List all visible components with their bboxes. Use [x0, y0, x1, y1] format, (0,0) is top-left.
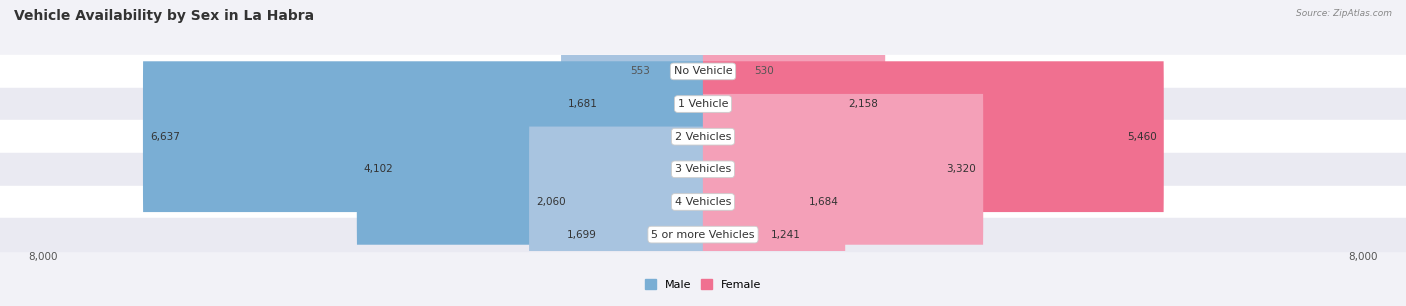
Bar [0, 218, 1406, 251]
Text: Vehicle Availability by Sex in La Habra: Vehicle Availability by Sex in La Habra [14, 9, 314, 23]
FancyBboxPatch shape [703, 159, 808, 306]
Bar [0, 88, 1406, 120]
FancyBboxPatch shape [703, 0, 748, 147]
Bar [0, 153, 1406, 186]
Text: 6,637: 6,637 [150, 132, 180, 142]
Text: 2 Vehicles: 2 Vehicles [675, 132, 731, 142]
Text: 5 or more Vehicles: 5 or more Vehicles [651, 230, 755, 240]
Bar [0, 55, 1406, 88]
Text: 553: 553 [630, 66, 650, 76]
Text: 5,460: 5,460 [1128, 132, 1157, 142]
FancyBboxPatch shape [703, 127, 845, 277]
FancyBboxPatch shape [561, 29, 703, 179]
FancyBboxPatch shape [703, 29, 886, 179]
Text: 2,158: 2,158 [848, 99, 879, 109]
Text: Source: ZipAtlas.com: Source: ZipAtlas.com [1296, 9, 1392, 18]
Text: 530: 530 [755, 66, 775, 76]
FancyBboxPatch shape [703, 94, 983, 245]
Text: 4,102: 4,102 [364, 164, 394, 174]
Text: 8,000: 8,000 [1348, 252, 1378, 262]
Text: 1 Vehicle: 1 Vehicle [678, 99, 728, 109]
Legend: Male, Female: Male, Female [641, 274, 765, 294]
FancyBboxPatch shape [143, 61, 703, 212]
Text: 1,684: 1,684 [808, 197, 838, 207]
Text: 1,241: 1,241 [770, 230, 801, 240]
Text: 1,681: 1,681 [568, 99, 598, 109]
Text: No Vehicle: No Vehicle [673, 66, 733, 76]
Text: 1,699: 1,699 [567, 230, 596, 240]
Text: 3,320: 3,320 [946, 164, 976, 174]
Bar [0, 120, 1406, 153]
FancyBboxPatch shape [529, 127, 703, 277]
Text: 4 Vehicles: 4 Vehicles [675, 197, 731, 207]
FancyBboxPatch shape [703, 61, 1164, 212]
Text: 8,000: 8,000 [28, 252, 58, 262]
Text: 3 Vehicles: 3 Vehicles [675, 164, 731, 174]
Text: 2,060: 2,060 [536, 197, 565, 207]
FancyBboxPatch shape [560, 159, 703, 306]
Bar [0, 186, 1406, 218]
FancyBboxPatch shape [357, 94, 703, 245]
FancyBboxPatch shape [657, 0, 703, 147]
